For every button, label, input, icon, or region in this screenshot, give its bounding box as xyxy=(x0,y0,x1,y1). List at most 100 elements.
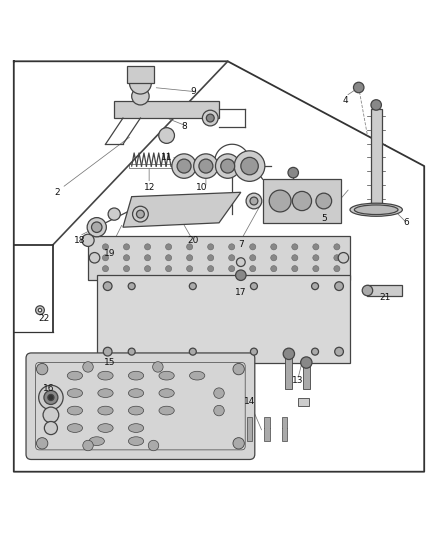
Circle shape xyxy=(236,270,246,280)
Circle shape xyxy=(130,72,151,94)
Bar xyxy=(263,179,341,223)
Circle shape xyxy=(292,191,311,211)
Text: 18: 18 xyxy=(74,236,85,245)
Circle shape xyxy=(152,362,163,372)
Circle shape xyxy=(313,244,319,250)
Circle shape xyxy=(102,265,109,272)
Circle shape xyxy=(189,348,196,355)
Text: 16: 16 xyxy=(43,384,54,393)
Circle shape xyxy=(229,265,235,272)
Circle shape xyxy=(250,255,256,261)
Circle shape xyxy=(206,114,214,122)
Circle shape xyxy=(208,244,214,250)
Circle shape xyxy=(250,265,256,272)
Circle shape xyxy=(89,253,100,263)
Ellipse shape xyxy=(159,372,174,380)
Circle shape xyxy=(128,348,135,355)
Circle shape xyxy=(229,244,235,250)
Bar xyxy=(88,236,350,280)
Ellipse shape xyxy=(128,406,144,415)
Bar xyxy=(265,417,270,441)
Ellipse shape xyxy=(98,372,113,380)
Circle shape xyxy=(145,255,151,261)
Text: 12: 12 xyxy=(144,183,155,192)
Circle shape xyxy=(334,265,340,272)
Ellipse shape xyxy=(89,437,104,446)
Text: 21: 21 xyxy=(379,293,391,302)
Circle shape xyxy=(38,309,42,312)
Ellipse shape xyxy=(67,372,82,380)
Circle shape xyxy=(271,265,277,272)
Circle shape xyxy=(214,405,224,416)
FancyBboxPatch shape xyxy=(26,353,255,459)
Circle shape xyxy=(102,255,109,261)
Circle shape xyxy=(334,244,340,250)
Circle shape xyxy=(271,244,277,250)
Circle shape xyxy=(187,244,193,250)
Circle shape xyxy=(166,265,172,272)
Circle shape xyxy=(251,348,258,355)
Circle shape xyxy=(44,422,57,434)
Bar xyxy=(282,417,287,441)
Circle shape xyxy=(221,159,235,173)
Circle shape xyxy=(250,197,258,205)
Ellipse shape xyxy=(128,389,144,398)
Circle shape xyxy=(292,265,298,272)
Ellipse shape xyxy=(98,389,113,398)
Circle shape xyxy=(316,193,332,209)
Circle shape xyxy=(177,159,191,173)
Circle shape xyxy=(128,282,135,289)
Circle shape xyxy=(246,193,262,209)
Circle shape xyxy=(353,82,364,93)
Polygon shape xyxy=(123,192,241,227)
Circle shape xyxy=(103,282,112,290)
Text: 2: 2 xyxy=(55,188,60,197)
Circle shape xyxy=(92,222,102,232)
Ellipse shape xyxy=(354,205,398,215)
Circle shape xyxy=(124,255,130,261)
Circle shape xyxy=(44,391,58,405)
Text: 13: 13 xyxy=(292,376,304,384)
Circle shape xyxy=(214,388,224,398)
Text: 5: 5 xyxy=(321,214,327,223)
Circle shape xyxy=(233,438,244,449)
Circle shape xyxy=(237,258,245,266)
Bar xyxy=(303,362,310,389)
Circle shape xyxy=(187,265,193,272)
Circle shape xyxy=(338,253,349,263)
Circle shape xyxy=(145,265,151,272)
Circle shape xyxy=(229,255,235,261)
Text: 11: 11 xyxy=(161,153,173,162)
Circle shape xyxy=(288,167,298,178)
Circle shape xyxy=(208,265,214,272)
Circle shape xyxy=(124,265,130,272)
Text: 20: 20 xyxy=(187,236,198,245)
Circle shape xyxy=(362,285,373,296)
Circle shape xyxy=(283,348,294,359)
Circle shape xyxy=(36,364,48,375)
Ellipse shape xyxy=(159,389,174,398)
Bar xyxy=(371,109,381,210)
Circle shape xyxy=(35,306,44,314)
Bar xyxy=(297,398,308,406)
Ellipse shape xyxy=(190,372,205,380)
Bar xyxy=(247,417,252,441)
Bar xyxy=(97,275,350,362)
Ellipse shape xyxy=(98,424,113,432)
Circle shape xyxy=(103,348,112,356)
Circle shape xyxy=(194,154,218,179)
Circle shape xyxy=(215,154,240,179)
Circle shape xyxy=(83,440,93,451)
Circle shape xyxy=(313,255,319,261)
Circle shape xyxy=(36,438,48,449)
Ellipse shape xyxy=(350,203,403,216)
Ellipse shape xyxy=(67,424,82,432)
Circle shape xyxy=(311,282,318,289)
Ellipse shape xyxy=(128,372,144,380)
Circle shape xyxy=(124,244,130,250)
Text: 7: 7 xyxy=(238,240,244,249)
Circle shape xyxy=(166,255,172,261)
Circle shape xyxy=(145,244,151,250)
Ellipse shape xyxy=(98,406,113,415)
Circle shape xyxy=(234,151,265,181)
